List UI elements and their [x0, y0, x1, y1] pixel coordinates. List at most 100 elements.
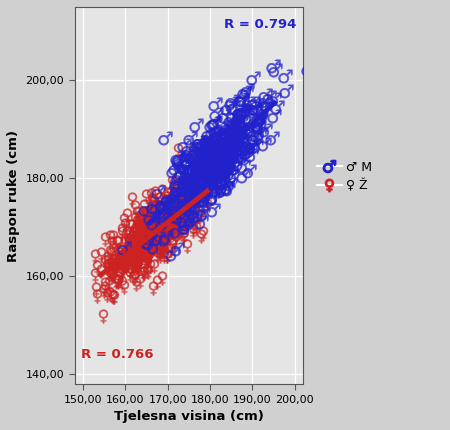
Point: [190, 187, 197, 194]
Point: [212, 164, 220, 171]
Point: [146, 241, 153, 248]
Point: [135, 262, 142, 269]
Point: [202, 192, 210, 199]
Point: [196, 163, 203, 170]
Point: [142, 249, 149, 256]
Point: [149, 198, 156, 205]
Point: [137, 226, 144, 233]
Point: [140, 236, 148, 243]
Point: [197, 142, 204, 149]
Point: [128, 244, 135, 251]
Point: [149, 197, 156, 204]
Point: [202, 158, 209, 165]
Point: [132, 249, 139, 256]
Point: [138, 218, 145, 225]
Point: [199, 162, 206, 169]
Point: [200, 140, 207, 147]
Point: [155, 228, 162, 235]
Point: [239, 172, 247, 179]
Point: [141, 264, 148, 270]
Point: [205, 163, 212, 170]
Point: [150, 209, 158, 216]
Point: [265, 93, 272, 100]
Point: [170, 203, 177, 210]
Point: [160, 216, 167, 223]
Point: [108, 267, 115, 274]
Point: [219, 153, 226, 160]
Point: [199, 157, 206, 164]
Point: [129, 246, 136, 253]
Point: [203, 135, 211, 141]
Point: [157, 229, 164, 236]
Point: [125, 251, 132, 258]
Point: [254, 124, 261, 131]
Point: [195, 164, 203, 171]
Point: [198, 218, 205, 225]
Point: [218, 187, 225, 194]
Point: [227, 181, 234, 188]
Point: [201, 162, 208, 169]
Point: [148, 238, 156, 245]
Point: [108, 273, 115, 280]
Point: [175, 202, 182, 209]
Point: [202, 141, 209, 148]
Point: [203, 157, 210, 163]
Point: [216, 126, 224, 132]
Point: [203, 169, 211, 176]
Point: [157, 227, 164, 233]
Point: [239, 127, 247, 134]
Point: [232, 122, 239, 129]
Point: [213, 132, 220, 139]
Point: [104, 292, 111, 298]
Point: [117, 270, 124, 277]
Point: [230, 142, 238, 149]
Point: [164, 208, 171, 215]
Point: [180, 175, 188, 181]
Point: [160, 227, 167, 233]
Point: [116, 254, 123, 261]
Point: [186, 207, 194, 214]
Point: [167, 246, 174, 253]
Point: [152, 229, 159, 236]
Point: [136, 231, 143, 238]
Point: [145, 248, 153, 255]
Point: [188, 201, 195, 208]
Point: [107, 290, 114, 297]
Point: [172, 165, 179, 172]
Point: [204, 130, 211, 137]
Point: [154, 279, 161, 286]
Point: [231, 118, 238, 125]
Point: [240, 153, 247, 160]
Point: [253, 121, 261, 128]
Point: [162, 234, 169, 241]
Point: [236, 137, 243, 144]
Point: [176, 208, 184, 215]
Point: [131, 226, 139, 233]
Point: [197, 158, 204, 165]
Point: [125, 259, 132, 266]
Point: [197, 184, 204, 190]
Point: [200, 191, 207, 198]
Point: [202, 145, 209, 152]
Point: [126, 240, 133, 246]
Point: [178, 186, 185, 193]
Point: [128, 196, 135, 203]
Point: [224, 185, 231, 192]
Point: [184, 205, 192, 212]
Point: [139, 221, 146, 228]
Point: [162, 235, 169, 242]
Point: [189, 189, 196, 196]
Point: [227, 128, 234, 135]
Point: [136, 277, 144, 284]
Point: [209, 194, 216, 200]
Point: [223, 150, 230, 157]
Point: [245, 168, 252, 175]
Point: [161, 212, 168, 219]
Point: [156, 238, 163, 245]
Point: [133, 230, 140, 236]
Point: [209, 129, 216, 136]
Point: [195, 139, 203, 146]
Point: [132, 233, 139, 240]
Point: [216, 188, 223, 195]
Point: [208, 196, 215, 203]
